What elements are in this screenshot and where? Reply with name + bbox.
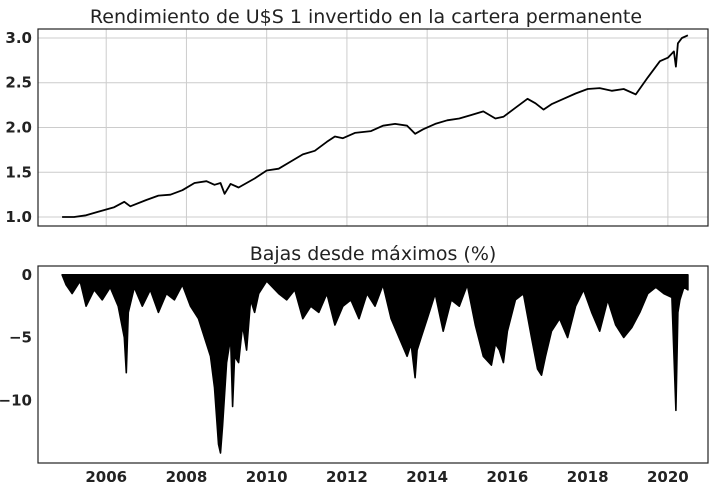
bottom-chart-x-tick-label: 2006 — [85, 468, 127, 486]
top-chart-y-tick-label: 1.0 — [5, 208, 32, 226]
bottom-chart-title: Bajas desde máximos (%) — [250, 243, 497, 265]
bottom-chart-y-tick-label: −10 — [0, 391, 32, 409]
bottom-chart-x-ticks: 2006 2008 2010 2012 2014 2016 2018 2020 — [85, 468, 688, 486]
bottom-chart-x-tick-label: 2008 — [166, 468, 208, 486]
top-chart-y-tick-label: 2.0 — [5, 119, 32, 137]
bottom-chart-series-area — [61, 274, 689, 454]
top-chart-grid — [38, 29, 708, 226]
top-chart: Rendimiento de U$S 1 invertido en la car… — [5, 6, 709, 227]
top-chart-series-line — [62, 34, 689, 218]
top-chart-title: Rendimiento de U$S 1 invertido en la car… — [90, 6, 642, 28]
bottom-chart-x-tick-label: 2018 — [567, 468, 609, 486]
bottom-chart-x-tick-label: 2010 — [246, 468, 288, 486]
bottom-chart-frame — [37, 265, 709, 464]
bottom-chart-y-ticks: 0 −5 −10 — [0, 266, 32, 409]
bottom-chart-x-tick-label: 2012 — [326, 468, 368, 486]
bottom-chart-y-tick-label: −5 — [9, 329, 32, 347]
top-chart-frame — [37, 28, 709, 227]
top-chart-y-tick-label: 1.5 — [5, 163, 32, 181]
bottom-chart-x-tick-label: 2020 — [647, 468, 689, 486]
bottom-chart-x-tick-label: 2014 — [406, 468, 448, 486]
top-chart-y-tick-label: 3.0 — [5, 29, 32, 47]
top-chart-y-tick-label: 2.5 — [5, 74, 32, 92]
bottom-chart-y-tick-label: 0 — [22, 266, 32, 284]
top-chart-y-ticks: 1.0 1.5 2.0 2.5 3.0 — [5, 29, 32, 226]
bottom-chart: Bajas desde máximos (%) 0−5−10 2006 2008 2… — [0, 243, 709, 486]
bottom-chart-x-tick-label: 2016 — [487, 468, 529, 486]
